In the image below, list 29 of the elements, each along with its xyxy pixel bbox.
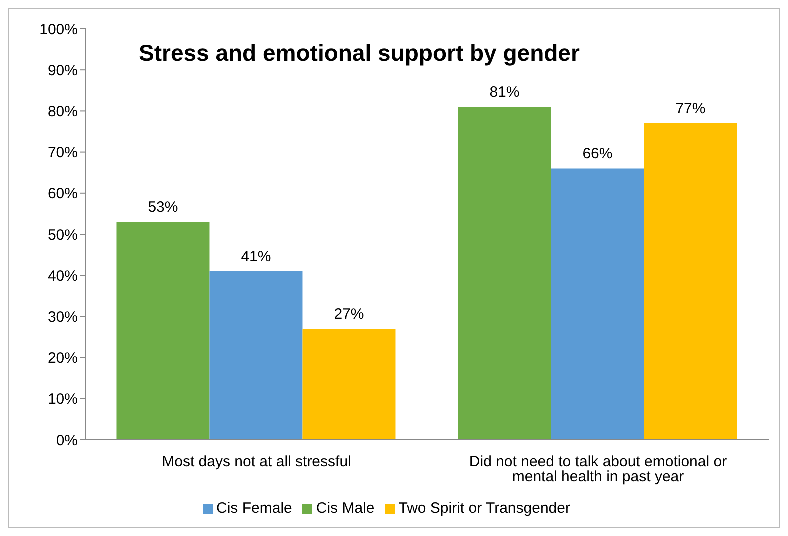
bar bbox=[210, 271, 303, 440]
x-tick-label: Most days not at all stressful bbox=[162, 454, 352, 471]
x-tick-label: Did not need to talk about emotional or mental health in past year bbox=[469, 454, 728, 486]
data-label: 41% bbox=[241, 248, 272, 266]
data-label: 27% bbox=[334, 306, 364, 324]
data-label: 77% bbox=[676, 100, 706, 118]
y-tick-label: 60% bbox=[48, 186, 78, 203]
data-label: 66% bbox=[582, 146, 613, 163]
data-label: 81% bbox=[490, 84, 520, 102]
bar bbox=[644, 124, 738, 440]
legend-label: Cis Female bbox=[216, 500, 292, 517]
y-tick-label: 80% bbox=[48, 104, 78, 121]
y-tick-label: 70% bbox=[48, 144, 78, 162]
y-tick-label: 30% bbox=[48, 309, 78, 326]
bar bbox=[302, 329, 396, 440]
bar bbox=[458, 107, 552, 440]
data-label: 53% bbox=[148, 199, 178, 216]
bar bbox=[116, 222, 210, 440]
y-tick-label: 100% bbox=[40, 21, 78, 38]
y-tick-label: 40% bbox=[48, 268, 78, 285]
bar bbox=[551, 168, 644, 440]
y-tick-label: 0% bbox=[56, 432, 78, 450]
legend-label: Cis Male bbox=[316, 500, 375, 517]
legend-label: Two Spirit or Transgender bbox=[398, 500, 570, 517]
y-tick-label: 90% bbox=[48, 62, 78, 80]
y-tick-label: 10% bbox=[48, 391, 78, 408]
y-tick-label: 50% bbox=[48, 226, 78, 244]
text: Stress and emotional support by gender bbox=[139, 40, 580, 66]
y-tick-label: 20% bbox=[48, 350, 78, 368]
